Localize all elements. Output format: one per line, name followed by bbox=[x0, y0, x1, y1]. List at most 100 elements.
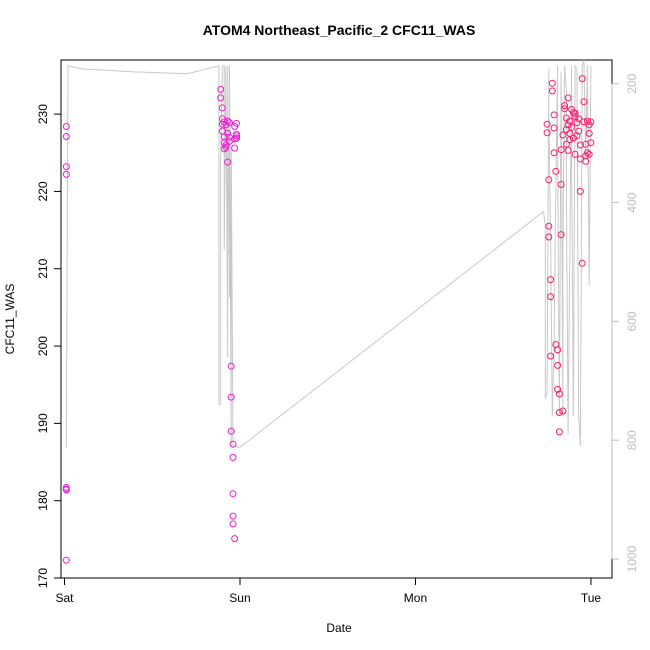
data-point bbox=[587, 118, 595, 126]
data-point bbox=[224, 129, 232, 137]
data-point bbox=[231, 535, 239, 543]
data-point bbox=[557, 181, 565, 188]
data-point bbox=[543, 129, 551, 137]
data-point bbox=[62, 123, 70, 130]
series-line-0 bbox=[65, 60, 592, 448]
data-point bbox=[571, 150, 579, 158]
data-point bbox=[222, 121, 230, 129]
data-point bbox=[564, 94, 572, 102]
data-point bbox=[550, 149, 558, 157]
data-point bbox=[62, 170, 70, 178]
data-point bbox=[224, 158, 232, 166]
data-point bbox=[545, 222, 553, 230]
data-point bbox=[224, 117, 232, 125]
data-point bbox=[217, 85, 225, 93]
y-tick-label: 170 bbox=[36, 568, 50, 588]
chart-title: ATOM4 Northeast_Pacific_2 CFC11_WAS bbox=[203, 22, 476, 38]
data-point bbox=[571, 109, 579, 117]
data-point bbox=[548, 79, 556, 87]
y2-tick-label: 1000 bbox=[625, 545, 639, 572]
data-point bbox=[229, 512, 237, 520]
data-point bbox=[583, 149, 591, 157]
data-point bbox=[583, 117, 591, 125]
data-point bbox=[62, 556, 70, 564]
data-point bbox=[552, 167, 560, 175]
plot-frame bbox=[60, 59, 613, 579]
data-point bbox=[547, 276, 555, 284]
data-point bbox=[555, 390, 563, 398]
data-point bbox=[545, 233, 553, 241]
data-point bbox=[575, 127, 583, 135]
x-axis: Sat Sun Mon Tue bbox=[56, 577, 602, 605]
x-tick-label: Tue bbox=[581, 591, 602, 605]
data-point bbox=[573, 132, 581, 140]
data-point bbox=[561, 102, 569, 110]
data-point bbox=[568, 123, 576, 131]
data-point bbox=[229, 440, 237, 448]
data-point bbox=[62, 133, 70, 140]
data-point bbox=[218, 120, 226, 128]
data-point bbox=[554, 361, 562, 369]
data-point bbox=[564, 121, 572, 129]
data-point bbox=[561, 105, 569, 113]
data-point bbox=[543, 120, 551, 128]
x-tick-label: Mon bbox=[404, 591, 427, 605]
data-point bbox=[576, 187, 584, 195]
y2-tick-label: 600 bbox=[625, 311, 639, 331]
data-point bbox=[566, 129, 574, 137]
data-point bbox=[566, 117, 574, 125]
data-point bbox=[557, 231, 565, 239]
data-point bbox=[569, 134, 577, 142]
y2-tick-label: 400 bbox=[625, 192, 639, 212]
y-axis: 170 180 190 200 210 220 230 bbox=[36, 104, 62, 588]
y-tick-label: 200 bbox=[36, 336, 50, 356]
data-point bbox=[578, 259, 586, 267]
data-point bbox=[547, 293, 555, 301]
data-point bbox=[227, 362, 235, 370]
data-point bbox=[547, 352, 555, 360]
y-tick-label: 190 bbox=[36, 413, 50, 433]
data-point bbox=[229, 453, 237, 461]
data-point bbox=[222, 141, 230, 149]
data-point bbox=[580, 98, 588, 106]
line-layer bbox=[65, 60, 592, 448]
data-point bbox=[227, 427, 235, 435]
data-point bbox=[571, 112, 579, 120]
data-point bbox=[222, 143, 230, 151]
data-point bbox=[573, 119, 581, 127]
data-point bbox=[233, 119, 240, 127]
data-point bbox=[555, 428, 563, 436]
x-tick-label: Sun bbox=[229, 591, 250, 605]
data-point bbox=[231, 144, 239, 152]
data-point bbox=[564, 147, 572, 154]
data-point bbox=[545, 176, 553, 184]
data-point bbox=[554, 385, 562, 393]
data-point bbox=[585, 129, 593, 137]
data-point bbox=[557, 146, 565, 154]
data-point bbox=[233, 130, 240, 138]
data-point bbox=[227, 393, 235, 401]
data-point bbox=[220, 145, 228, 153]
data-point bbox=[233, 134, 240, 142]
data-point bbox=[554, 346, 562, 354]
data-point bbox=[226, 119, 233, 127]
x-tick-label: Sat bbox=[56, 591, 75, 605]
y-tick-label: 180 bbox=[36, 490, 50, 510]
points-layer bbox=[62, 75, 595, 564]
data-point bbox=[575, 115, 583, 123]
y2-tick-label: 200 bbox=[625, 73, 639, 93]
y-tick-label: 210 bbox=[36, 258, 50, 278]
data-point bbox=[229, 490, 237, 498]
data-point bbox=[217, 94, 225, 102]
data-point bbox=[555, 409, 563, 416]
data-point bbox=[559, 407, 567, 415]
data-point bbox=[587, 139, 595, 147]
data-point bbox=[582, 157, 590, 165]
data-point bbox=[562, 140, 570, 148]
x-axis-label: Date bbox=[326, 621, 352, 635]
data-point bbox=[580, 118, 588, 126]
data-point bbox=[578, 75, 586, 83]
data-point bbox=[559, 131, 567, 139]
y-tick-label: 220 bbox=[36, 181, 50, 201]
